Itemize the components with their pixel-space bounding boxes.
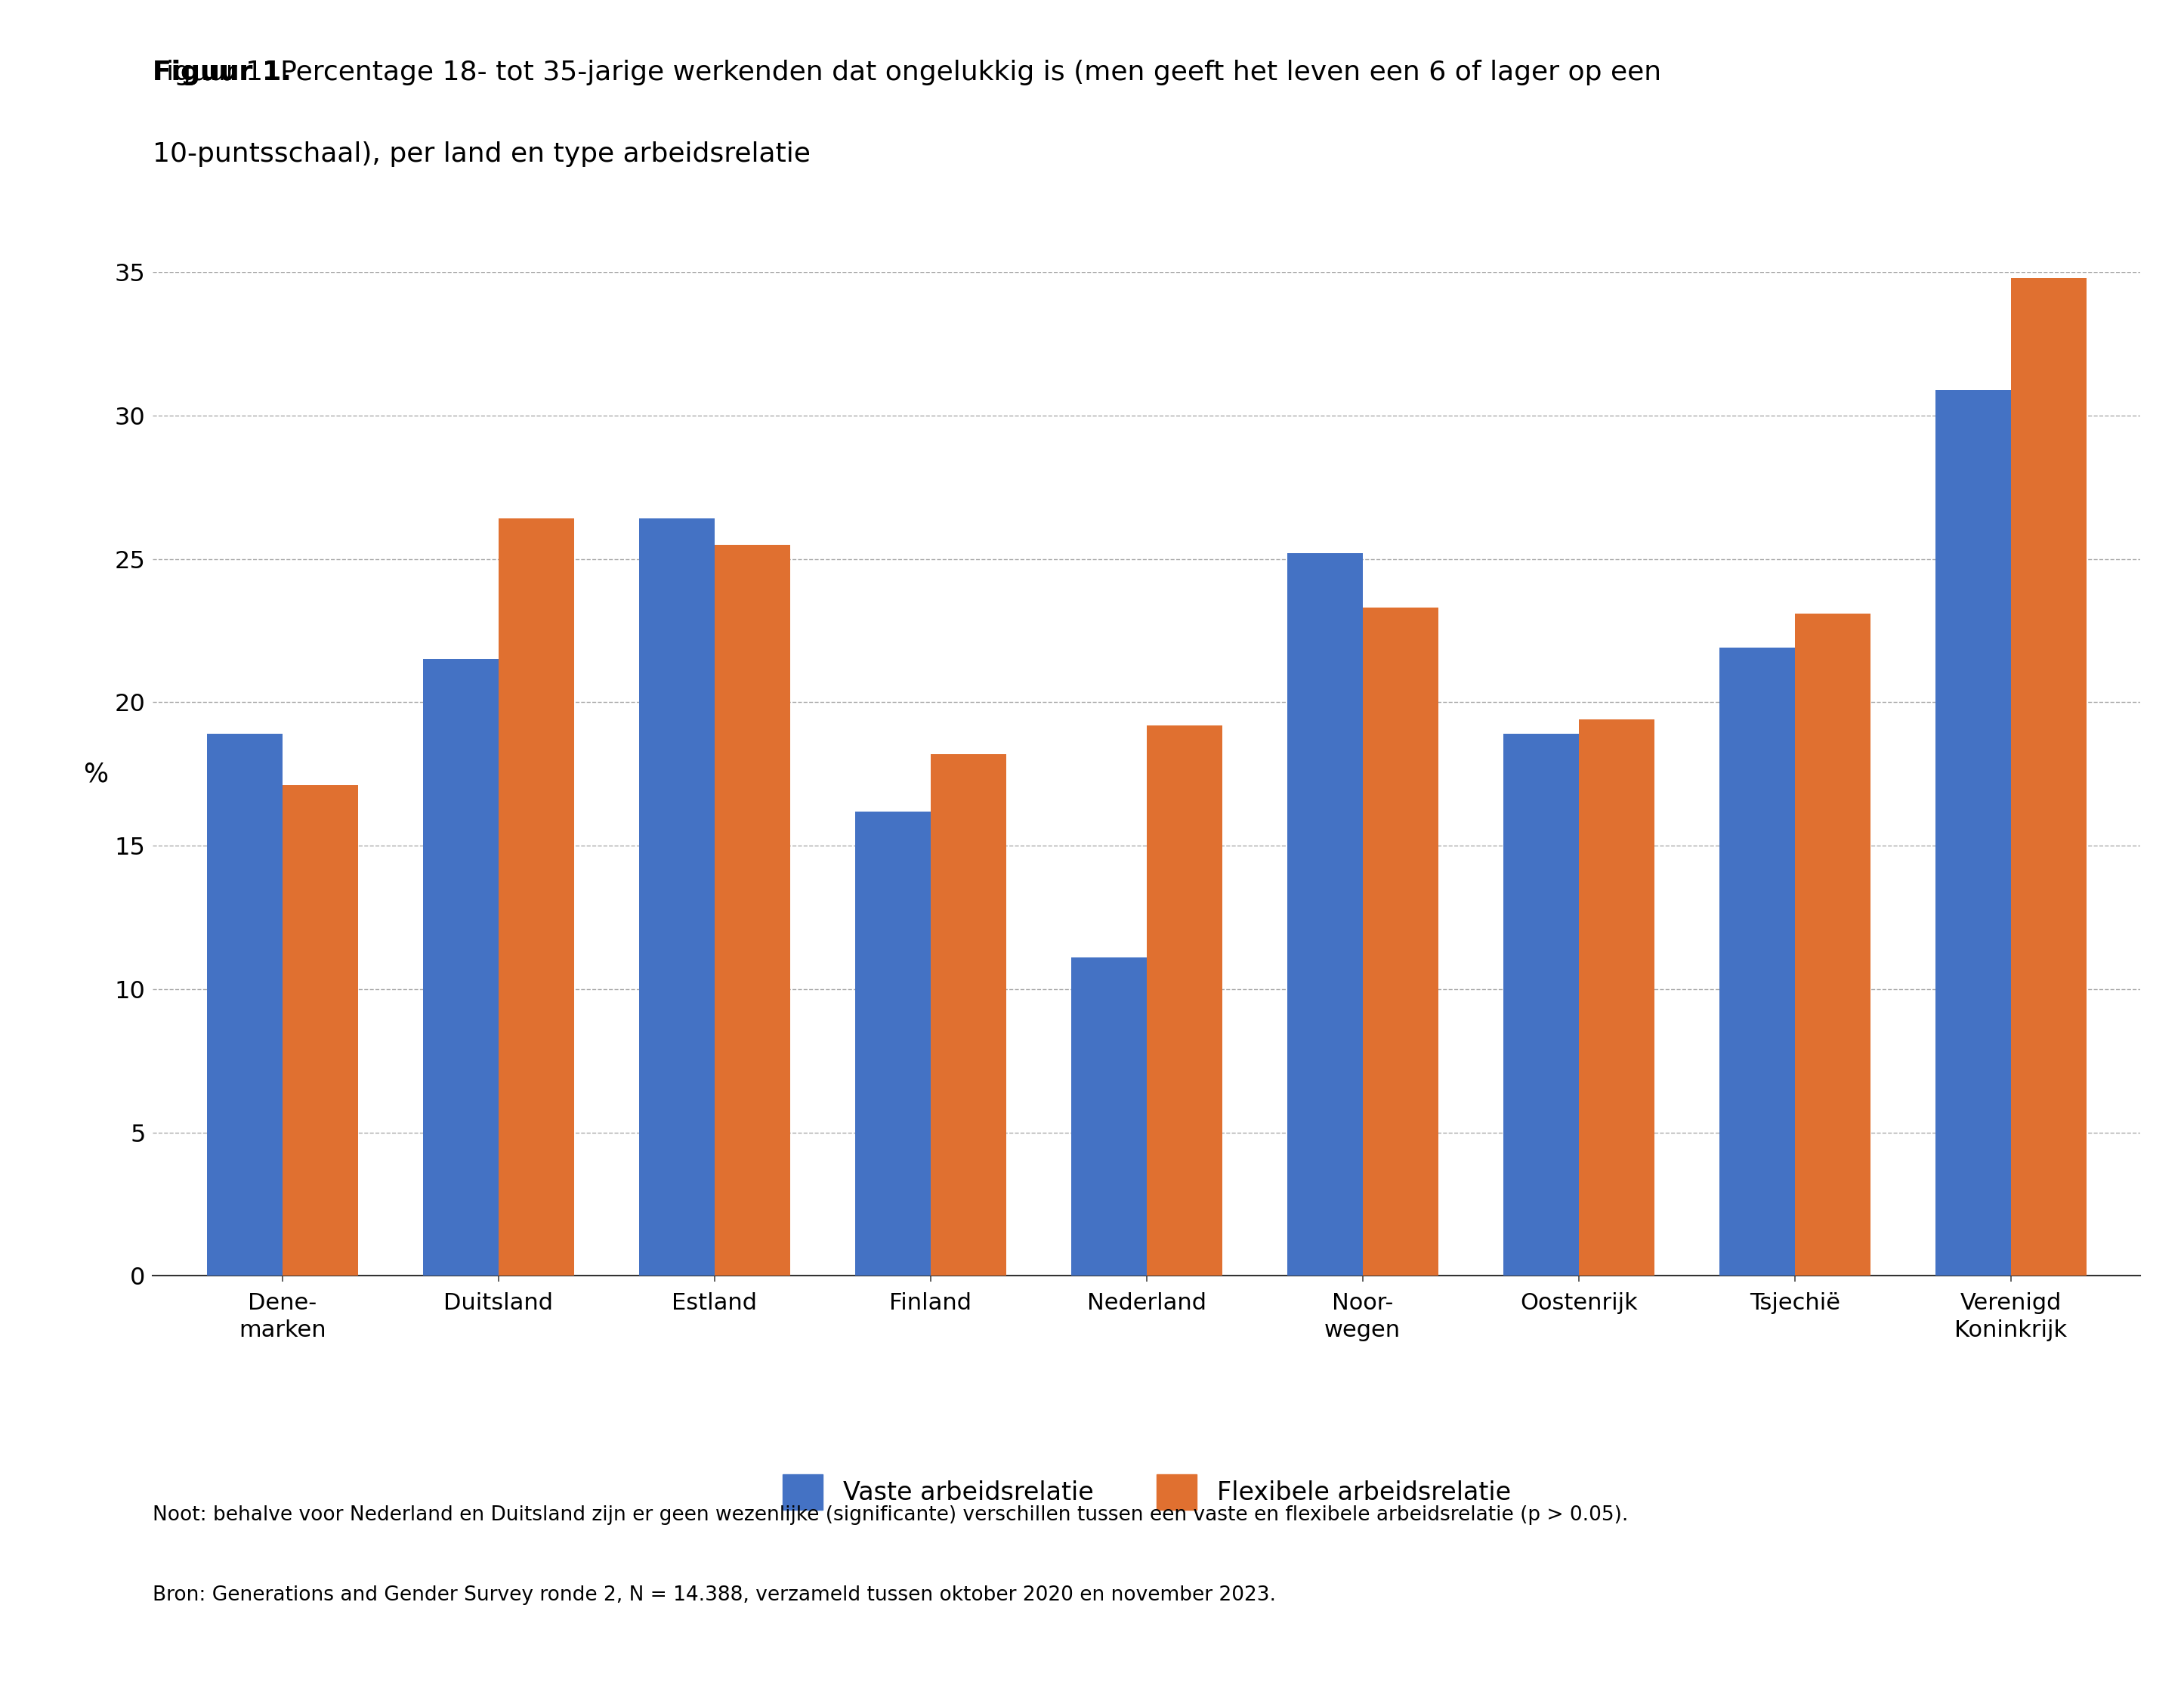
- Bar: [1503, 733, 1579, 1276]
- Bar: [1286, 553, 1363, 1276]
- Text: Figuur 1. Percentage 18- tot 35-jarige werkenden dat ongelukkig is (men geeft he: Figuur 1. Percentage 18- tot 35-jarige w…: [153, 60, 1662, 85]
- Bar: [1579, 720, 1653, 1276]
- Bar: [1719, 648, 1795, 1276]
- Legend: Vaste arbeidsrelatie, Flexibele arbeidsrelatie: Vaste arbeidsrelatie, Flexibele arbeidsr…: [773, 1465, 1520, 1519]
- Bar: [1070, 958, 1147, 1276]
- Bar: [1363, 607, 1439, 1276]
- Bar: [282, 786, 358, 1276]
- Bar: [1935, 390, 2011, 1276]
- Bar: [1147, 725, 1223, 1276]
- Text: Figuur 1.: Figuur 1.: [153, 60, 293, 85]
- Bar: [2011, 277, 2086, 1276]
- Bar: [498, 519, 574, 1276]
- Text: 10-puntsschaal), per land en type arbeidsrelatie: 10-puntsschaal), per land en type arbeid…: [153, 141, 810, 167]
- Bar: [714, 544, 791, 1276]
- Bar: [207, 733, 282, 1276]
- Text: Figuur 1. Percentage 18- tot 35-jarige werkenden dat ongelukkig is (men geeft he: Figuur 1. Percentage 18- tot 35-jarige w…: [153, 60, 1662, 85]
- Y-axis label: %: %: [83, 760, 109, 788]
- Text: Bron: Generations and Gender Survey ronde 2, N = 14.388, verzameld tussen oktobe: Bron: Generations and Gender Survey rond…: [153, 1585, 1275, 1606]
- Bar: [1795, 614, 1870, 1276]
- Bar: [930, 754, 1007, 1276]
- Bar: [424, 660, 498, 1276]
- Bar: [640, 519, 714, 1276]
- Text: Noot: behalve voor Nederland en Duitsland zijn er geen wezenlijke (significante): Noot: behalve voor Nederland en Duitslan…: [153, 1505, 1629, 1526]
- Text: Figuur 1.: Figuur 1.: [153, 60, 293, 85]
- Bar: [854, 811, 930, 1276]
